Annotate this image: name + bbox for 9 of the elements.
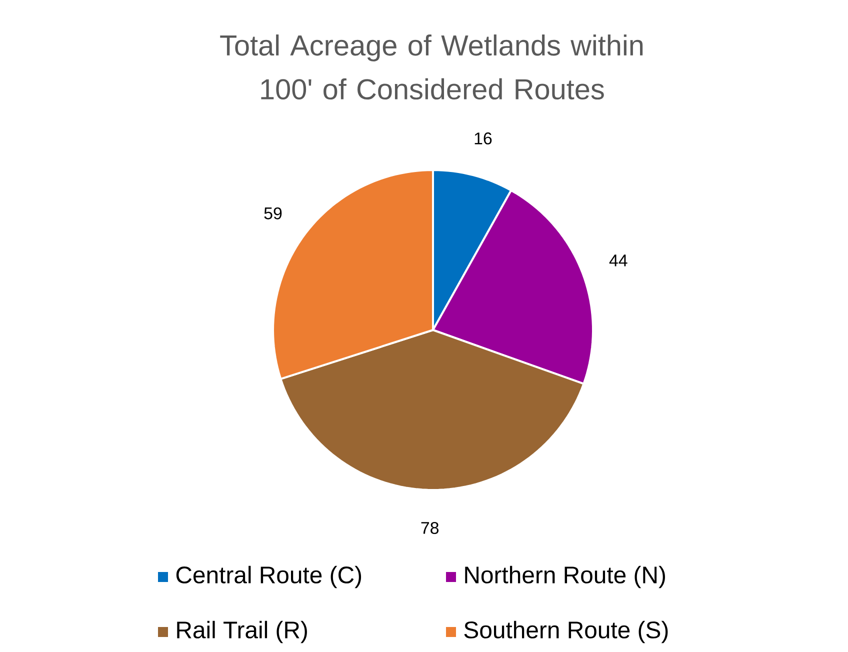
data-label: 16 [474,132,492,144]
data-label: 44 [609,254,628,266]
data-label: 59 [264,207,282,220]
chart-title: Total Acreage of Wetlands within 100' of Considered Routes [220,34,643,100]
data-label: 78 [421,522,439,534]
legend-label: Central Route (C) [176,566,362,588]
legend-label: Northern Route (N) [465,566,665,588]
legend-label: Rail Trail (R) [177,620,307,644]
legend-label: Southern Route (S) [464,620,668,644]
